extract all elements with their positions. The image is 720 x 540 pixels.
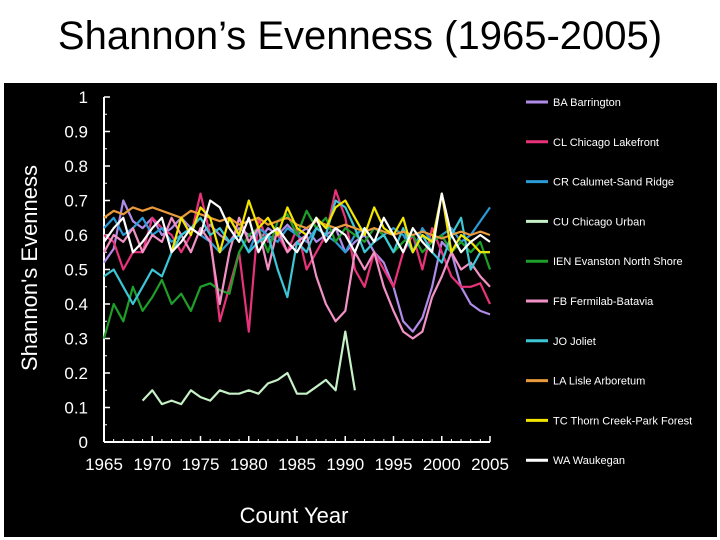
x-tick-label: 1990 <box>326 455 364 474</box>
y-tick-label: 0.4 <box>64 295 88 314</box>
series-line <box>141 330 356 406</box>
y-tick-label: 0.1 <box>64 399 88 418</box>
series-line <box>102 209 492 339</box>
chart-panel: 0 0.1 0.2 0.3 0.4 0.5 0.6 0.7 0.8 0.9 1 1965 1970 197… <box>4 83 717 537</box>
y-tick-label: 0.5 <box>64 261 88 280</box>
chart-legend: BA Barrington CL Chicago Lakefront CR Calu… <box>526 97 692 467</box>
legend-label: TC Thorn Creek-Park Forest <box>553 415 692 427</box>
chart-axes: 0 0.1 0.2 0.3 0.4 0.5 0.6 0.7 0.8 0.9 1 1965 1970 197… <box>64 88 509 474</box>
y-tick-label: 0.8 <box>64 157 88 176</box>
legend-label: CU Chicago Urban <box>553 216 645 228</box>
series-line <box>103 206 491 240</box>
y-tick-label: 0 <box>79 433 88 452</box>
x-tick-label: 1970 <box>133 455 171 474</box>
legend-label: FB Fermilab-Batavia <box>553 296 654 308</box>
x-tick-label: 1985 <box>278 455 316 474</box>
legend-label: BA Barrington <box>553 97 621 109</box>
y-axis-label: Shannon's Evenness <box>17 165 42 371</box>
y-tick-label: 0.6 <box>64 226 88 245</box>
x-tick-label: 1980 <box>230 455 268 474</box>
x-axis-label: Count Year <box>240 503 349 528</box>
x-tick-label: 1975 <box>182 455 220 474</box>
legend-label: LA Lisle Arboretum <box>553 376 645 388</box>
slide-title: Shannon’s Evenness (1965-2005) <box>57 14 663 58</box>
y-tick-label: 0.7 <box>64 192 88 211</box>
legend-label: IEN Evanston North Shore <box>553 256 683 268</box>
evenness-line-chart: 0 0.1 0.2 0.3 0.4 0.5 0.6 0.7 0.8 0.9 1 1965 1970 197… <box>17 88 692 528</box>
series-line <box>103 192 491 254</box>
legend-label: WA Waukegan <box>553 455 625 467</box>
legend-label: CR Calumet-Sand Ridge <box>553 177 674 189</box>
x-tick-label: 1995 <box>375 455 413 474</box>
legend-label: JO Joliet <box>553 336 596 348</box>
series-line <box>103 199 490 306</box>
y-tick-label: 0.2 <box>64 364 88 383</box>
chart-series <box>102 189 492 406</box>
x-tick-label: 2005 <box>471 455 509 474</box>
y-tick-label: 0.3 <box>64 330 88 349</box>
legend-label: CL Chicago Lakefront <box>553 137 659 149</box>
y-tick-label: 0.9 <box>64 123 88 142</box>
y-tick-label: 1 <box>79 88 88 107</box>
x-tick-label: 2000 <box>423 455 461 474</box>
x-tick-label: 1965 <box>85 455 123 474</box>
